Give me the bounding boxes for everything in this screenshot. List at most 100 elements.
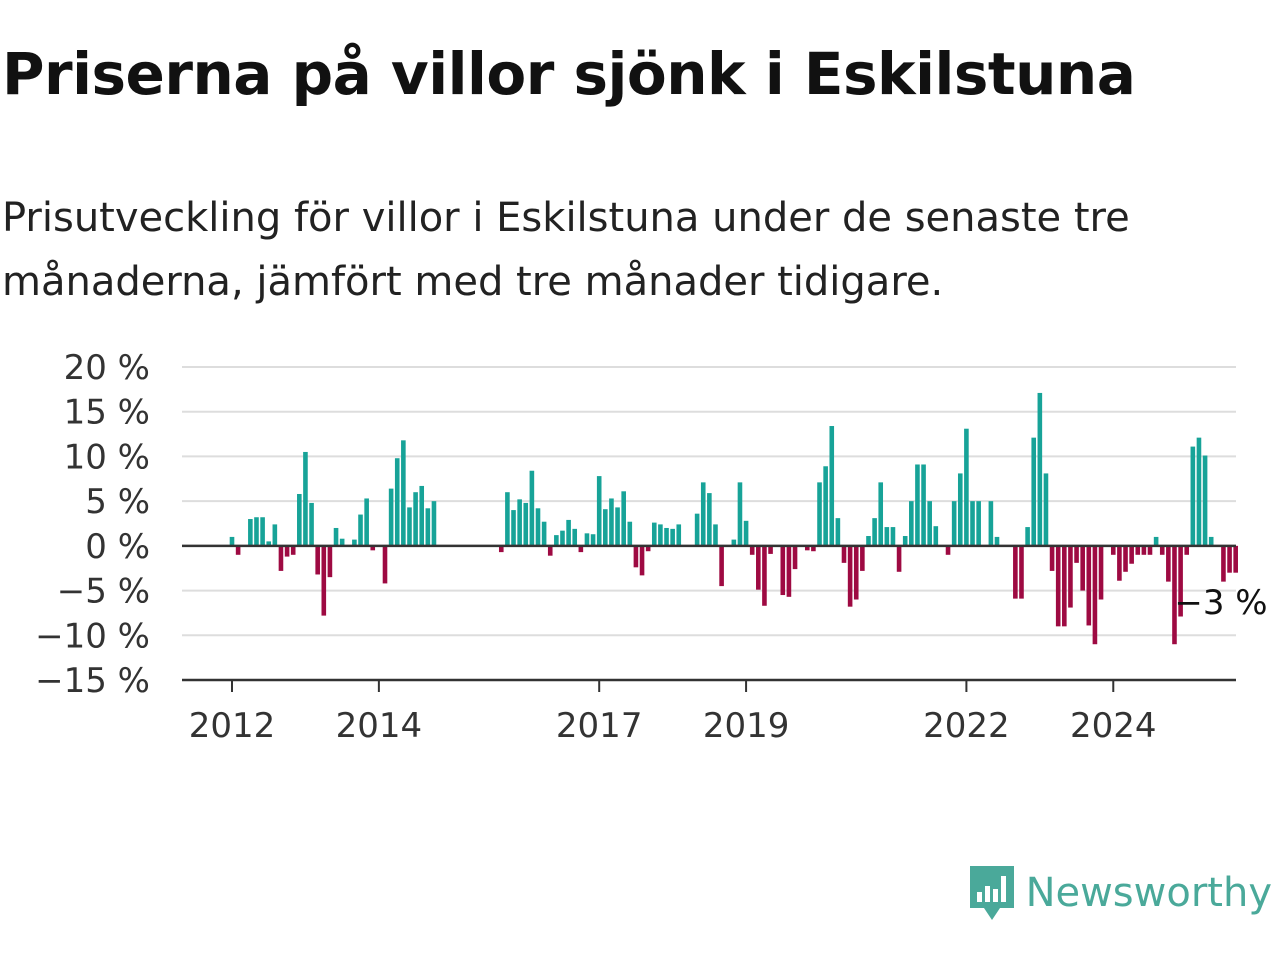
bar: [1031, 437, 1037, 546]
bar: [352, 539, 357, 546]
bar: [535, 508, 541, 546]
bar: [890, 527, 896, 546]
bar: [333, 527, 339, 546]
x-tick-label: 2022: [923, 706, 1010, 746]
bar: [609, 498, 614, 546]
bar: [707, 493, 712, 546]
bar: [315, 545, 320, 575]
bar: [1178, 545, 1183, 617]
bar: [1080, 545, 1085, 591]
bar: [394, 458, 400, 546]
bar: [229, 536, 235, 546]
bar: [1086, 545, 1092, 626]
x-tick-label: 2019: [703, 706, 790, 746]
chart-subtitle: Prisutveckling för villor i Eskilstuna u…: [2, 195, 1130, 305]
bar: [370, 545, 376, 551]
bar: [1190, 446, 1196, 546]
y-tick-label: 15 %: [64, 393, 150, 433]
bar: [737, 482, 743, 546]
bar: [278, 545, 284, 571]
bar: [578, 545, 584, 553]
bar: [988, 501, 994, 546]
bar: [749, 545, 755, 555]
x-tick-label: 2012: [189, 706, 276, 746]
bar: [364, 498, 369, 546]
newsworthy-logo-icon: [969, 866, 1014, 920]
bar: [957, 473, 963, 546]
bar: [1166, 545, 1171, 582]
bar: [902, 536, 908, 546]
bar: [860, 545, 865, 571]
bar: [933, 526, 939, 546]
bar: [909, 501, 914, 546]
bar: [358, 514, 363, 546]
bar: [719, 545, 724, 587]
bar: [1227, 545, 1232, 573]
bar: [1202, 455, 1208, 546]
bar: [1092, 545, 1098, 645]
bar: [303, 451, 308, 546]
bar: [529, 470, 535, 546]
bar: [639, 545, 645, 576]
bar: [884, 527, 890, 546]
bar: [915, 464, 920, 546]
x-tick-label: 2014: [336, 706, 423, 746]
bar: [431, 501, 437, 546]
bar: [1184, 545, 1190, 555]
y-tick-label: −10 %: [35, 616, 150, 656]
bar: [1025, 527, 1030, 546]
bar: [1135, 545, 1141, 555]
bar: [976, 501, 981, 546]
bar: [621, 491, 626, 546]
bar: [694, 513, 700, 546]
bar: [762, 545, 767, 606]
bar: [272, 524, 278, 546]
bar: [927, 501, 932, 546]
bar: [572, 528, 578, 546]
bar: [498, 545, 504, 553]
bar: [1172, 545, 1177, 645]
bar: [1123, 545, 1128, 572]
bar: [664, 527, 669, 546]
bar: [1110, 545, 1116, 555]
bar: [554, 535, 559, 546]
bar: [756, 545, 761, 590]
bar: [523, 502, 529, 546]
y-tick-label: 10 %: [64, 437, 150, 477]
bar: [1043, 473, 1049, 546]
bar: [590, 534, 596, 546]
chart-title: Priserna på villor sjönk i Eskilstuna: [2, 40, 1136, 108]
bar: [823, 466, 828, 546]
newsworthy-logo: Newsworthy: [966, 862, 1272, 924]
bar: [768, 545, 773, 554]
bar: [713, 524, 718, 546]
bar: [645, 545, 651, 552]
bar: [321, 545, 327, 616]
bar: [401, 440, 406, 546]
x-tick-label: 2017: [556, 706, 643, 746]
y-tick-label: −5 %: [57, 572, 150, 612]
y-tick-label: 0 %: [85, 527, 150, 567]
bar: [603, 509, 608, 546]
bar: [1062, 545, 1067, 627]
bar: [566, 519, 571, 546]
bar: [658, 524, 663, 546]
bar: [964, 428, 969, 546]
last-value-annotation: −3 %: [1174, 583, 1267, 623]
bar: [1233, 545, 1238, 573]
bar: [1129, 545, 1134, 564]
bar: [670, 528, 675, 546]
bar: [743, 520, 749, 546]
bar: [266, 541, 272, 546]
bar: [651, 522, 657, 546]
bar: [786, 545, 792, 597]
bar: [596, 476, 602, 546]
bar: [382, 545, 388, 584]
bar: [1019, 545, 1024, 599]
bar: [817, 482, 822, 546]
bar: [511, 510, 516, 546]
bar: [407, 507, 412, 546]
bar: [1055, 545, 1061, 627]
bar: [676, 524, 682, 546]
bar-chart: 20 % 15 %10 % 5 % 0 % −5 %−10 % −15 % 2012 2014…: [35, 348, 1267, 746]
